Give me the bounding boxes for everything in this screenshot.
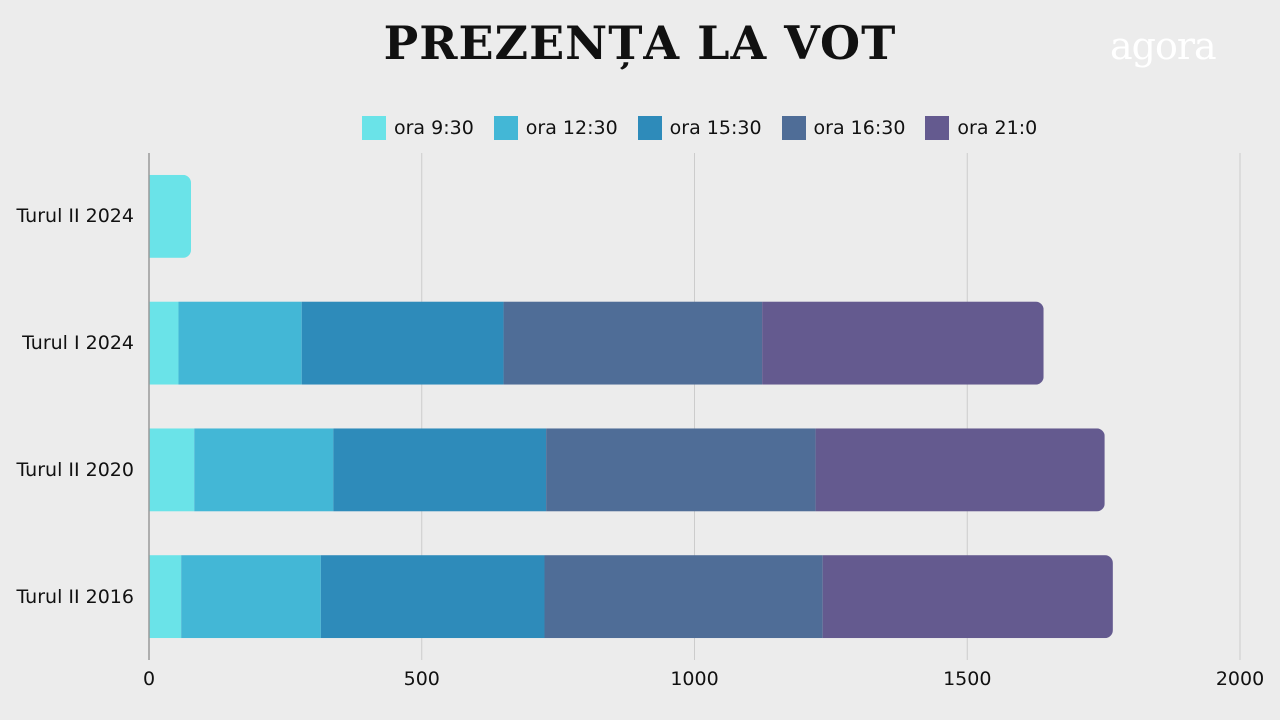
legend-label: ora 9:30 [394, 117, 474, 139]
bar-segment [333, 428, 547, 512]
bar-segment [320, 555, 545, 639]
legend-item-ora-21-0: ora 21:0 [925, 116, 1037, 140]
category-label: Turul I 2024 [22, 332, 134, 355]
legend-swatch [362, 116, 386, 140]
legend-swatch [493, 116, 518, 140]
bar-segment [194, 428, 334, 512]
bar-segment [815, 428, 1105, 512]
legend-swatch [925, 116, 950, 140]
x-tick-label: 500 [403, 668, 440, 690]
bar-group [149, 555, 1113, 639]
bar-segment [149, 301, 179, 385]
bar-segment [822, 555, 1113, 639]
bar-group [149, 174, 192, 258]
legend-label: ora 21:0 [957, 117, 1038, 139]
x-tick-label: 1000 [670, 668, 719, 690]
bar-segment [149, 555, 182, 639]
bar-segment [503, 301, 763, 385]
category-label: Turul II 2024 [16, 205, 134, 228]
x-tick-label: 2000 [1215, 668, 1265, 690]
legend-swatch [781, 116, 806, 140]
legend-label: ora 15:30 [669, 117, 762, 139]
x-tick-label: 0 [142, 668, 156, 690]
agora-logo: agora [1110, 24, 1217, 68]
bar-segment [149, 428, 195, 512]
x-tick-label: 1500 [943, 668, 992, 690]
bar-segment [149, 174, 192, 258]
bar-group [149, 428, 1105, 512]
legend: ora 9:30 ora 12:30 ora 15:30 ora 16:30 o… [362, 116, 1037, 140]
bar-group [149, 301, 1044, 385]
category-label: Turul II 2020 [16, 458, 134, 481]
legend-label: ora 16:30 [813, 117, 906, 139]
bar-segment [301, 301, 504, 385]
legend-item-ora-16-30: ora 16:30 [781, 116, 906, 140]
bar-segment [762, 301, 1044, 385]
legend-label: ora 12:30 [525, 117, 618, 139]
chart-title: PREZENȚA LA VOT [383, 16, 897, 70]
category-label: Turul II 2016 [16, 585, 134, 608]
bar-segment [544, 555, 823, 639]
legend-item-ora-12-30: ora 12:30 [493, 116, 618, 140]
bar-segment [178, 301, 302, 385]
legend-item-ora-15-30: ora 15:30 [637, 116, 762, 140]
legend-item-ora-9-30: ora 9:30 [362, 116, 474, 140]
bar-segment [546, 428, 816, 512]
bar-segment [181, 555, 321, 639]
legend-swatch [637, 116, 662, 140]
bars [149, 174, 1113, 639]
